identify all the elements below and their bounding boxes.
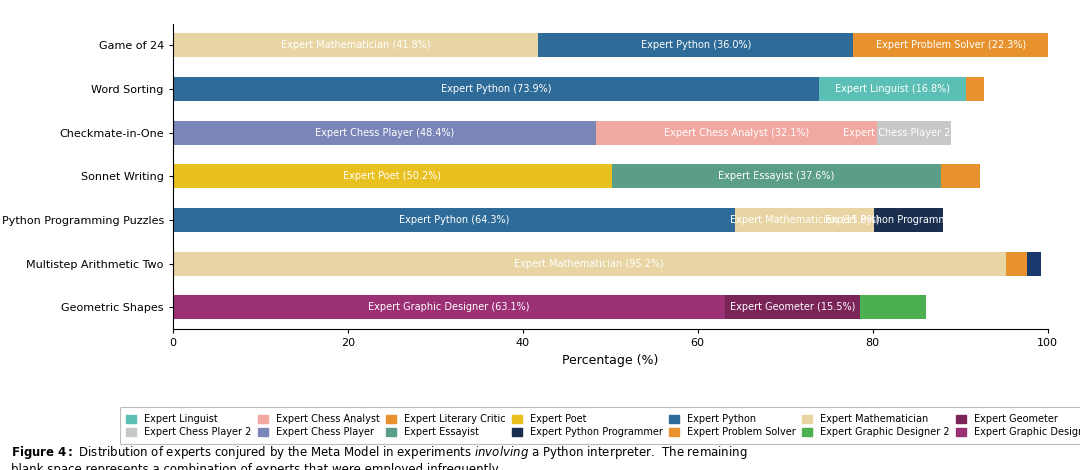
Text: Expert Geometer (15.5%): Expert Geometer (15.5%) (730, 302, 855, 312)
Legend: Expert Linguist, Expert Chess Player 2, Expert Chess Analyst, Expert Chess Playe: Expert Linguist, Expert Chess Player 2, … (120, 407, 1080, 444)
Text: Expert Python (73.9%): Expert Python (73.9%) (441, 84, 551, 94)
Bar (820, 77, 967, 101)
Text: Expert Mathematician (15.8%): Expert Mathematician (15.8%) (730, 215, 879, 225)
Text: Expert Problem Solver (22.3%): Expert Problem Solver (22.3%) (876, 40, 1026, 50)
Bar (1027, 251, 1041, 275)
Bar (853, 33, 1049, 57)
Bar (173, 295, 725, 319)
Bar (967, 77, 984, 101)
Bar (173, 208, 735, 232)
Bar (173, 121, 596, 145)
Bar (861, 295, 926, 319)
Text: Expert Python (64.3%): Expert Python (64.3%) (399, 215, 510, 225)
Text: Expert Python (36.0%): Expert Python (36.0%) (640, 40, 751, 50)
Text: Expert Graphic Designer (63.1%): Expert Graphic Designer (63.1%) (368, 302, 529, 312)
Bar (612, 164, 941, 188)
Text: $\bf{Figure\ 4:}$ Distribution of experts conjured by the Meta Model in experime: $\bf{Figure\ 4:}$ Distribution of expert… (11, 444, 747, 470)
Bar (173, 77, 820, 101)
X-axis label: Percentage (%): Percentage (%) (562, 353, 659, 367)
Bar (874, 208, 944, 232)
Bar (877, 121, 951, 145)
Bar (941, 164, 981, 188)
Text: Expert Linguist (16.8%): Expert Linguist (16.8%) (835, 84, 950, 94)
Text: Expert Essayist (37.6%): Expert Essayist (37.6%) (718, 171, 835, 181)
Text: Expert Mathematician (41.8%): Expert Mathematician (41.8%) (281, 40, 431, 50)
Text: Expert Chess Player 2 (8.5%): Expert Chess Player 2 (8.5%) (842, 128, 986, 138)
Bar (1005, 251, 1027, 275)
Bar (173, 164, 612, 188)
Bar (173, 33, 539, 57)
Bar (173, 251, 1005, 275)
Text: Expert Poet (50.2%): Expert Poet (50.2%) (343, 171, 442, 181)
Text: Expert Chess Analyst (32.1%): Expert Chess Analyst (32.1%) (664, 128, 809, 138)
Text: Expert Chess Player (48.4%): Expert Chess Player (48.4%) (315, 128, 454, 138)
Text: Expert Python Programmer (8.0%): Expert Python Programmer (8.0%) (824, 215, 993, 225)
Bar (596, 121, 877, 145)
Text: Expert Mathematician (95.2%): Expert Mathematician (95.2%) (514, 258, 664, 268)
Bar (539, 33, 853, 57)
Bar (735, 208, 874, 232)
Bar (725, 295, 861, 319)
